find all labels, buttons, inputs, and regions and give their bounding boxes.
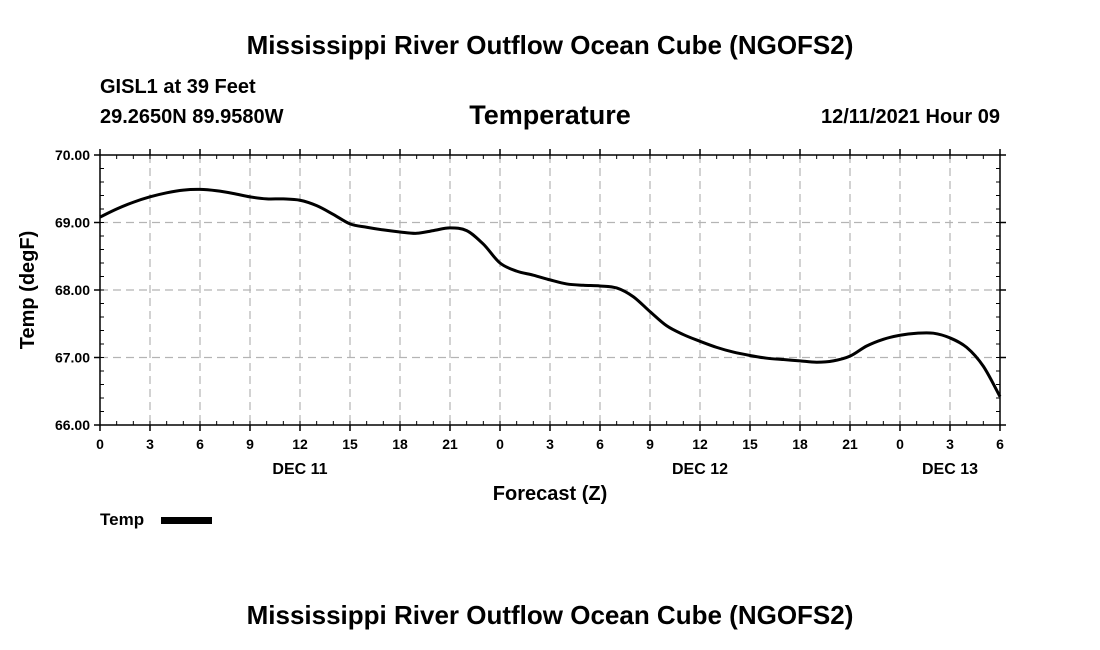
plot-frame <box>99 154 1001 426</box>
x-tick-label: 12 <box>292 436 308 452</box>
footer-title: Mississippi River Outflow Ocean Cube (NG… <box>246 600 854 630</box>
x-tick-label: 18 <box>392 436 408 452</box>
x-tick-label: 3 <box>946 436 954 452</box>
y-tick-label: 68.00 <box>55 282 90 298</box>
temp-series-line <box>99 187 1002 398</box>
forecast-datetime: 12/11/2021 Hour 09 <box>820 106 1000 128</box>
y-tick-label: 66.00 <box>55 417 90 433</box>
x-tick-label: 6 <box>996 436 1004 452</box>
x-tick-label: 6 <box>196 436 204 452</box>
x-tick-label: 15 <box>342 436 358 452</box>
date-label: DEC 11 <box>272 461 327 478</box>
x-tick-label: 9 <box>646 436 654 452</box>
x-tick-label: 9 <box>246 436 254 452</box>
date-label: DEC 13 <box>922 461 978 478</box>
x-tick-label: 0 <box>96 436 104 452</box>
station-coordinates: 29.2650N 89.9580W <box>100 106 284 128</box>
y-tick-label: 69.00 <box>55 215 90 231</box>
date-labels: DEC 11 DEC 12 DEC 13 <box>272 461 978 478</box>
x-tick-labels: 0 3 6 9 12 15 18 21 0 3 6 9 12 15 18 21 0 3 6 <box>96 436 1004 452</box>
chart-title: Mississippi River Outflow Ocean Cube (NG… <box>246 30 854 60</box>
legend-label: Temp <box>100 510 144 529</box>
x-tick-label: 3 <box>146 436 154 452</box>
x-tick-label: 21 <box>442 436 458 452</box>
x-tick-label: 12 <box>692 436 708 452</box>
x-tick-label: 0 <box>896 436 904 452</box>
x-tick-label: 6 <box>596 436 604 452</box>
y-axis-title: Temp (degF) <box>17 231 39 350</box>
legend-swatch <box>161 517 212 524</box>
x-axis-title: Forecast (Z) <box>493 483 607 505</box>
date-label: DEC 12 <box>672 461 728 478</box>
variable-title: Temperature <box>469 100 631 130</box>
x-tick-label: 0 <box>496 436 504 452</box>
y-tick-labels: 66.00 67.00 68.00 69.00 70.00 <box>55 147 90 433</box>
y-tick-label: 67.00 <box>55 350 90 366</box>
x-tick-label: 21 <box>842 436 858 452</box>
x-tick-label: 18 <box>792 436 808 452</box>
grid-lines <box>100 155 1000 425</box>
x-tick-label: 15 <box>742 436 758 452</box>
y-tick-label: 70.00 <box>55 147 90 163</box>
station-label: GISL1 at 39 Feet <box>100 76 256 98</box>
x-tick-label: 3 <box>546 436 554 452</box>
